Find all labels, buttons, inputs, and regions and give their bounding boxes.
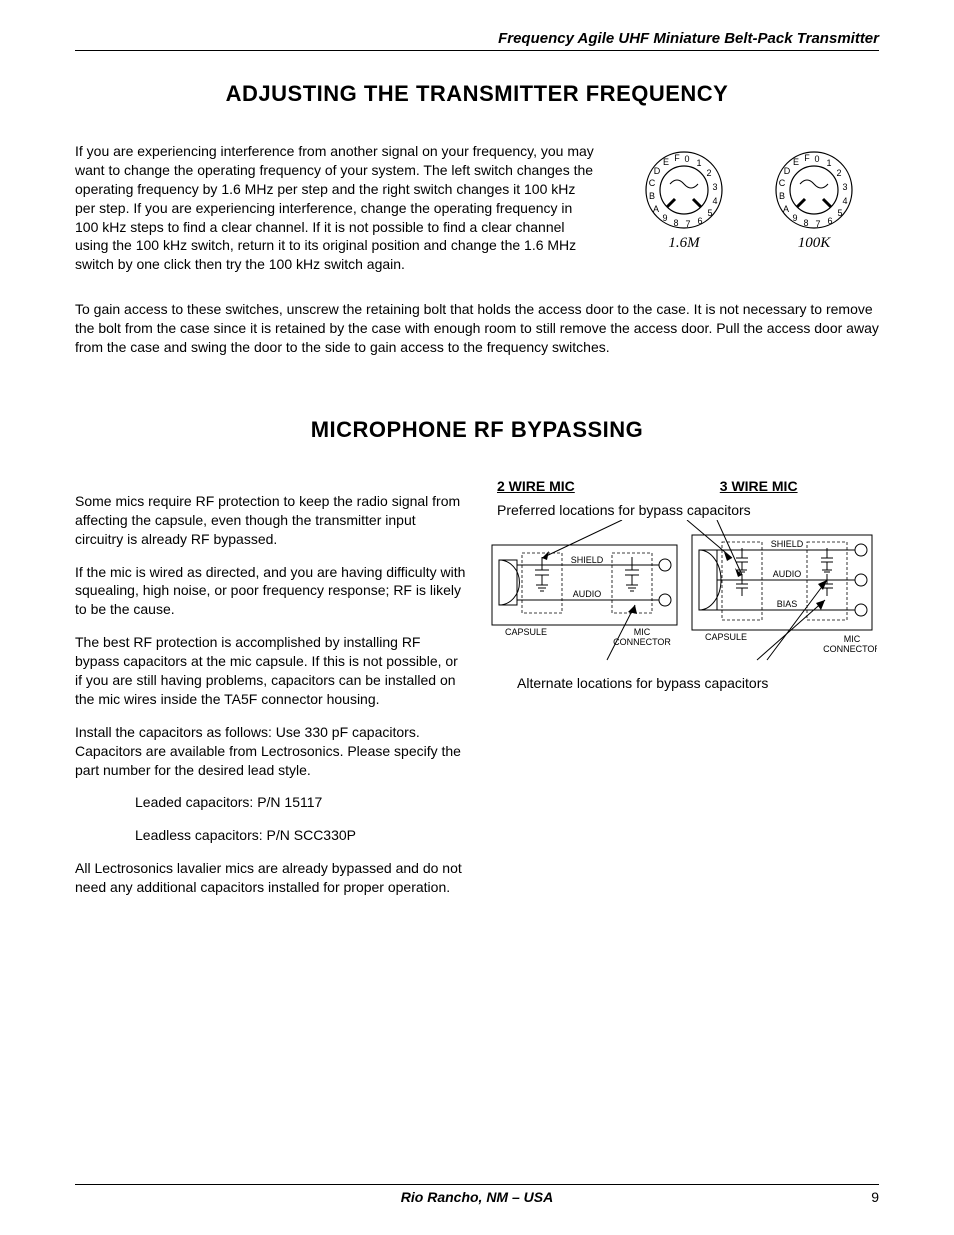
dials-svg: 0 1 2 3 4 5 6 7 8 9 A B C D E F xyxy=(619,142,879,262)
svg-text:6: 6 xyxy=(827,216,832,226)
header-rule: Frequency Agile UHF Miniature Belt-Pack … xyxy=(75,30,879,51)
section2-para1: Some mics require RF protection to keep … xyxy=(75,492,467,549)
svg-text:5: 5 xyxy=(707,208,712,218)
section2-para2: If the mic is wired as directed, and you… xyxy=(75,563,467,620)
svg-text:5: 5 xyxy=(837,208,842,218)
mic-wiring-diagram: SHIELD AUDIO CAPSULE MIC CONNECTOR xyxy=(487,520,877,670)
svg-text:BIAS: BIAS xyxy=(777,599,798,609)
svg-text:D: D xyxy=(654,166,661,176)
svg-text:3: 3 xyxy=(712,182,717,192)
page-footer: Rio Rancho, NM – USA 9 xyxy=(75,1184,879,1205)
svg-text:A: A xyxy=(653,204,659,214)
svg-text:7: 7 xyxy=(685,219,690,229)
svg-text:F: F xyxy=(804,153,810,163)
dial1-label: 1.6M xyxy=(668,235,701,251)
svg-text:A: A xyxy=(783,204,789,214)
header-3wire: 3 WIRE MIC xyxy=(720,478,798,494)
section1-title: ADJUSTING THE TRANSMITTER FREQUENCY xyxy=(75,81,879,107)
svg-text:E: E xyxy=(793,157,799,167)
mic-diagram-headers: 2 WIRE MIC 3 WIRE MIC xyxy=(487,478,879,494)
svg-text:F: F xyxy=(674,153,680,163)
svg-text:0: 0 xyxy=(814,154,819,164)
svg-text:D: D xyxy=(784,166,791,176)
svg-text:8: 8 xyxy=(673,218,678,228)
caption-alternate: Alternate locations for bypass capacitor… xyxy=(517,675,879,691)
dial2-label: 100K xyxy=(798,235,832,251)
section1-para1: If you are experiencing interference fro… xyxy=(75,142,605,274)
caption-preferred: Preferred locations for bypass capacitor… xyxy=(497,502,879,518)
svg-text:SHIELD: SHIELD xyxy=(771,539,804,549)
svg-text:C: C xyxy=(779,178,786,188)
header-2wire: 2 WIRE MIC xyxy=(497,478,575,494)
footer-page-number: 9 xyxy=(871,1189,879,1205)
section2-para5: All Lectrosonics lavalier mics are alrea… xyxy=(75,859,467,897)
svg-text:B: B xyxy=(779,191,785,201)
svg-text:C: C xyxy=(649,178,656,188)
svg-text:1: 1 xyxy=(696,158,701,168)
section1-para2: To gain access to these switches, unscre… xyxy=(75,300,879,357)
svg-text:CAPSULE: CAPSULE xyxy=(705,632,747,642)
leaded-caps: Leaded capacitors: P/N 15117 xyxy=(135,793,467,812)
section2-para4: Install the capacitors as follows: Use 3… xyxy=(75,723,467,780)
section2-title: MICROPHONE RF BYPASSING xyxy=(75,417,879,443)
svg-text:9: 9 xyxy=(662,213,667,223)
footer-location: Rio Rancho, NM – USA xyxy=(401,1189,553,1205)
svg-text:CONNECTOR: CONNECTOR xyxy=(823,644,877,654)
svg-text:3: 3 xyxy=(842,182,847,192)
svg-text:7: 7 xyxy=(815,219,820,229)
svg-text:2: 2 xyxy=(836,168,841,178)
svg-text:B: B xyxy=(649,191,655,201)
header-title: Frequency Agile UHF Miniature Belt-Pack … xyxy=(498,30,879,47)
frequency-dials-figure: 0 1 2 3 4 5 6 7 8 9 A B C D E F xyxy=(619,142,879,267)
svg-text:AUDIO: AUDIO xyxy=(573,589,602,599)
svg-text:4: 4 xyxy=(712,196,717,206)
svg-text:0: 0 xyxy=(684,154,689,164)
svg-text:4: 4 xyxy=(842,196,847,206)
svg-text:AUDIO: AUDIO xyxy=(773,569,802,579)
svg-text:E: E xyxy=(663,157,669,167)
svg-text:6: 6 xyxy=(697,216,702,226)
svg-text:2: 2 xyxy=(706,168,711,178)
svg-text:SHIELD: SHIELD xyxy=(571,555,604,565)
svg-text:9: 9 xyxy=(792,213,797,223)
svg-text:CONNECTOR: CONNECTOR xyxy=(613,637,671,647)
svg-text:8: 8 xyxy=(803,218,808,228)
svg-text:CAPSULE: CAPSULE xyxy=(505,627,547,637)
svg-text:1: 1 xyxy=(826,158,831,168)
svg-text:MIC: MIC xyxy=(844,634,861,644)
section2-para3: The best RF protection is accomplished b… xyxy=(75,633,467,709)
leadless-caps: Leadless capacitors: P/N SCC330P xyxy=(135,826,467,845)
svg-text:MIC: MIC xyxy=(634,627,651,637)
